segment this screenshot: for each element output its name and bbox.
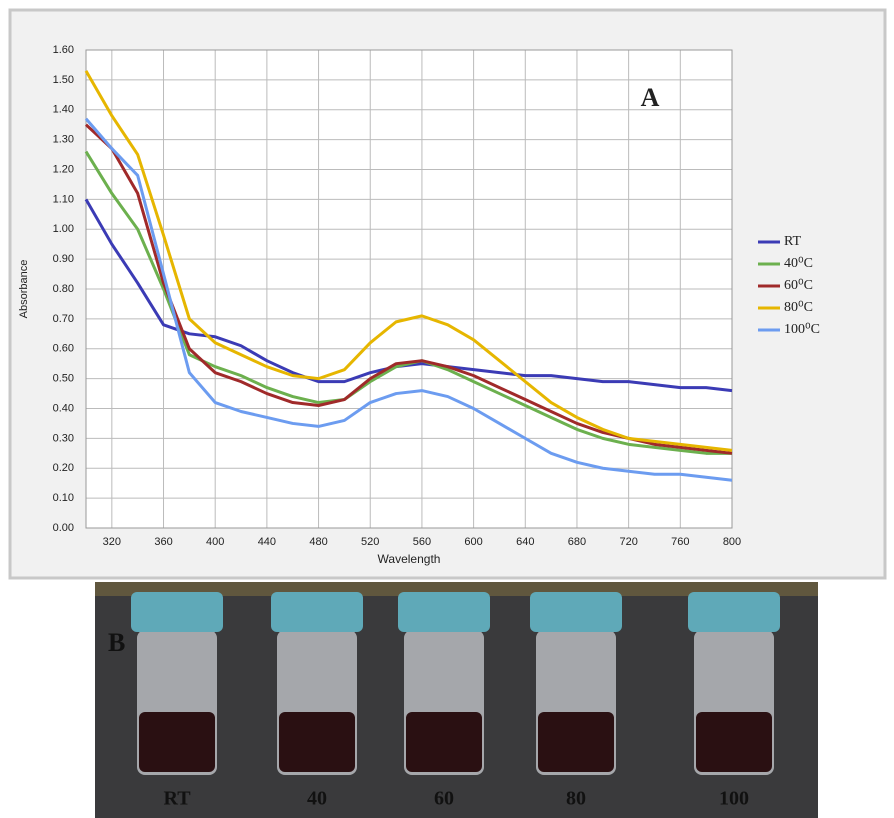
vial-cap	[131, 592, 223, 632]
series-line	[84, 70, 733, 452]
panel-label: B	[108, 628, 125, 657]
x-tick-label: 680	[568, 536, 586, 548]
y-tick-label: 1.20	[53, 163, 74, 175]
y-tick-label: 0.60	[53, 343, 74, 355]
y-tick-label: 1.00	[53, 223, 74, 235]
y-tick-label: 0.80	[53, 283, 74, 295]
y-tick-label: 0.70	[53, 313, 74, 325]
x-tick-label: 360	[154, 536, 172, 548]
y-tick-label: 1.50	[53, 74, 74, 86]
y-tick-label: 0.00	[53, 522, 74, 534]
vial-label: 100	[719, 788, 749, 810]
x-tick-label: 640	[516, 536, 534, 548]
x-tick-label: 720	[619, 536, 637, 548]
legend-label: 40⁰C	[784, 256, 813, 271]
x-tick-label: 800	[723, 536, 741, 548]
vial-cap	[530, 592, 622, 632]
vial-cap	[271, 592, 363, 632]
x-tick-label: 480	[309, 536, 327, 548]
y-tick-label: 0.20	[53, 462, 74, 474]
x-tick-label: 320	[103, 536, 121, 548]
y-tick-label: 1.60	[53, 44, 74, 56]
vial-label: RT	[163, 788, 191, 810]
y-tick-label: 0.10	[53, 492, 74, 504]
legend-label: 100⁰C	[784, 322, 820, 337]
vial-liquid	[139, 712, 215, 772]
vial-label: 80	[566, 788, 586, 810]
y-axis-label: Absorbance	[18, 260, 30, 319]
y-tick-label: 1.30	[53, 134, 74, 146]
x-tick-label: 440	[258, 536, 276, 548]
x-tick-label: 400	[206, 536, 224, 548]
series-line	[84, 117, 733, 482]
x-tick-label: 560	[413, 536, 431, 548]
x-tick-label: 600	[464, 536, 482, 548]
y-tick-label: 0.90	[53, 253, 74, 265]
vial-liquid	[406, 712, 482, 772]
vial-liquid	[538, 712, 614, 772]
legend-label: 80⁰C	[784, 300, 813, 315]
y-tick-label: 0.50	[53, 373, 74, 385]
vial-cap	[688, 592, 780, 632]
x-tick-label: 760	[671, 536, 689, 548]
y-tick-label: 0.30	[53, 432, 74, 444]
vial-liquid	[279, 712, 355, 772]
legend-label: 60⁰C	[784, 278, 813, 293]
panel-label: A	[641, 83, 660, 112]
vial-label: 60	[434, 788, 454, 810]
y-tick-label: 0.40	[53, 402, 74, 414]
y-tick-label: 1.10	[53, 193, 74, 205]
vial-label: 40	[307, 788, 327, 810]
vial-liquid	[696, 712, 772, 772]
plot-border	[85, 49, 733, 529]
legend-label: RT	[784, 234, 801, 249]
vial-cap	[398, 592, 490, 632]
y-tick-label: 1.40	[53, 104, 74, 116]
x-axis-label: Wavelength	[378, 552, 441, 566]
x-tick-label: 520	[361, 536, 379, 548]
